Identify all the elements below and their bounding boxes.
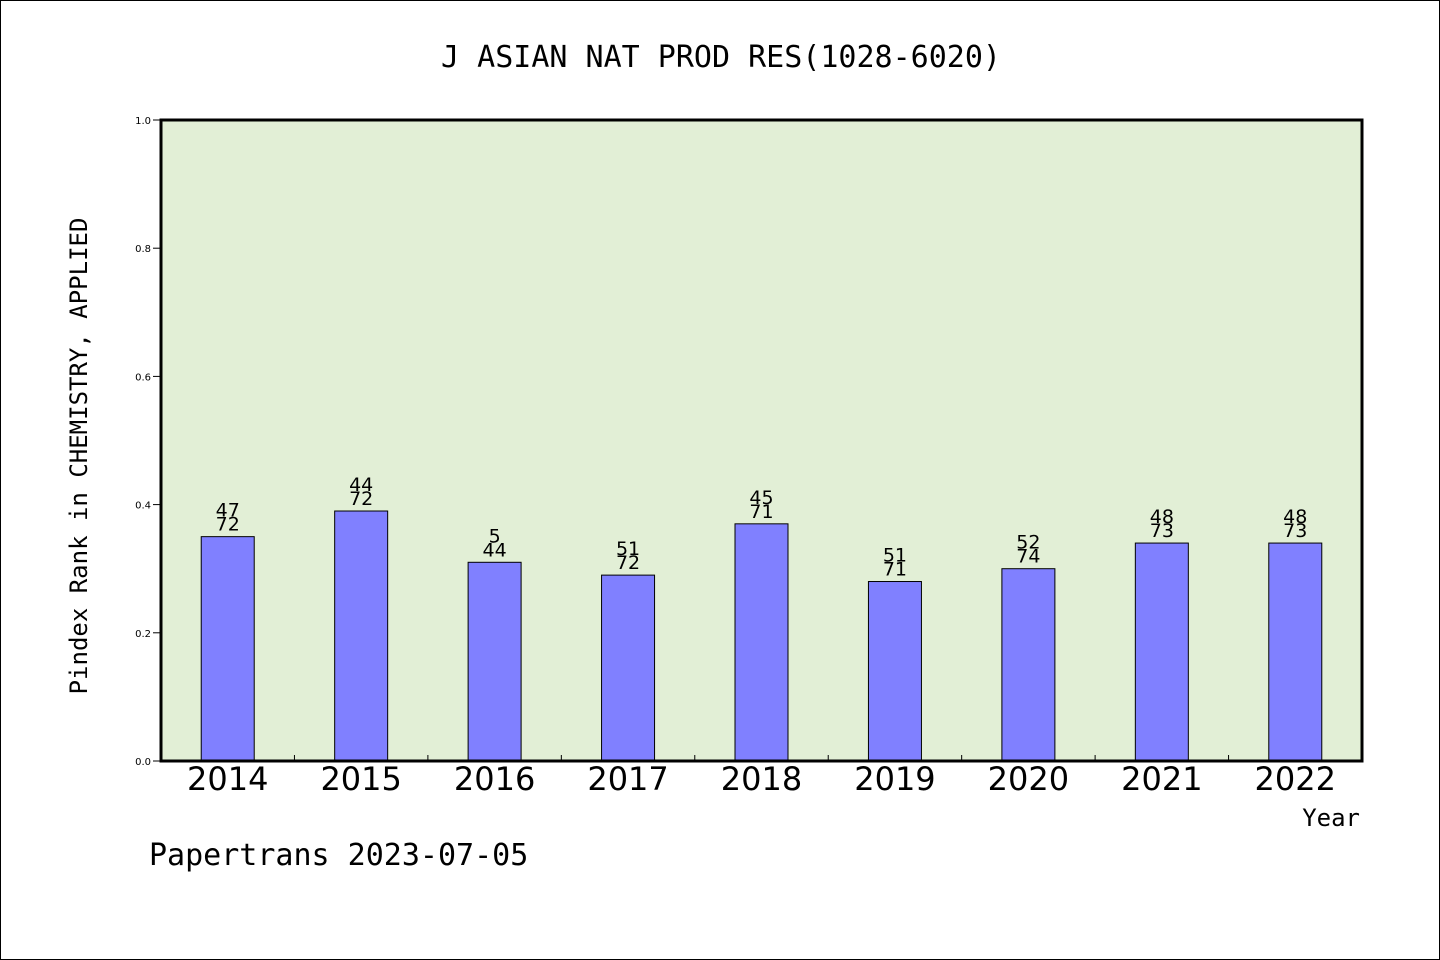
bar-label-rank: 51: [883, 545, 907, 567]
bar-label-total: 72: [349, 488, 373, 510]
bar-label-total: 44: [483, 539, 507, 561]
bar-label-total: 73: [1283, 520, 1307, 542]
y-tick-label: 1.0: [135, 116, 151, 127]
x-tick-label: 2019: [854, 760, 935, 798]
bar-label-total: 74: [1016, 546, 1040, 568]
y-tick-label: 0.8: [135, 244, 151, 255]
bar-label-rank: 48: [1150, 506, 1174, 528]
bar-2014: [200, 536, 255, 762]
footer-credit: Papertrans 2023-07-05: [149, 838, 528, 873]
bar-label-rank: 5: [489, 525, 501, 547]
bar-label-rank: 44: [349, 474, 373, 496]
x-tick-label: 2016: [454, 760, 535, 798]
x-tick-label: 2022: [1255, 760, 1336, 798]
x-tick-label: 2017: [587, 760, 668, 798]
y-tick-label: 0.0: [135, 757, 151, 768]
bar-label-total: 72: [616, 552, 640, 574]
bar-2019: [867, 581, 922, 762]
x-tick-label: 2018: [721, 760, 802, 798]
y-axis-label: Pindex Rank in CHEMISTRY, APPLIED: [65, 218, 93, 695]
x-tick-label: 2020: [988, 760, 1069, 798]
bar-group: [200, 510, 1323, 762]
bar-label-total: 71: [883, 559, 907, 581]
plot-border: [159, 118, 1364, 763]
bar-2018: [734, 523, 789, 762]
bar-label-total: 72: [216, 514, 240, 536]
y-tick-label: 0.6: [135, 372, 151, 383]
y-tick-label: 0.2: [135, 629, 151, 640]
bar-2020: [1001, 568, 1056, 762]
x-axis-ticks: 2014 2015 2016 2017 2018 2019 2020 2021 2022: [187, 755, 1336, 798]
chart-title: J ASIAN NAT PROD RES(1028-6020): [441, 40, 1001, 75]
x-axis-label: Year: [1302, 804, 1360, 832]
x-tick-label: 2015: [320, 760, 401, 798]
bar-label-total: 73: [1150, 520, 1174, 542]
bar-2016: [467, 561, 522, 762]
bar-2021: [1134, 542, 1189, 762]
bar-2017: [601, 574, 656, 762]
bar-label-rank: 51: [616, 538, 640, 560]
bar-2015: [334, 510, 389, 762]
bar-label-rank: 48: [1283, 506, 1307, 528]
bar-label-rank: 47: [216, 500, 240, 522]
x-tick-label: 2021: [1121, 760, 1202, 798]
y-tick-label: 0.4: [135, 501, 151, 512]
bar-label-total: 71: [749, 501, 773, 523]
x-tick-label: 2014: [187, 760, 268, 798]
bar-label-rank: 45: [749, 487, 773, 509]
bar-label-rank: 52: [1016, 532, 1040, 554]
y-axis-ticks: 0.0 0.2 0.4 0.6 0.8 1.0: [135, 116, 161, 768]
bar-2022: [1268, 542, 1323, 762]
